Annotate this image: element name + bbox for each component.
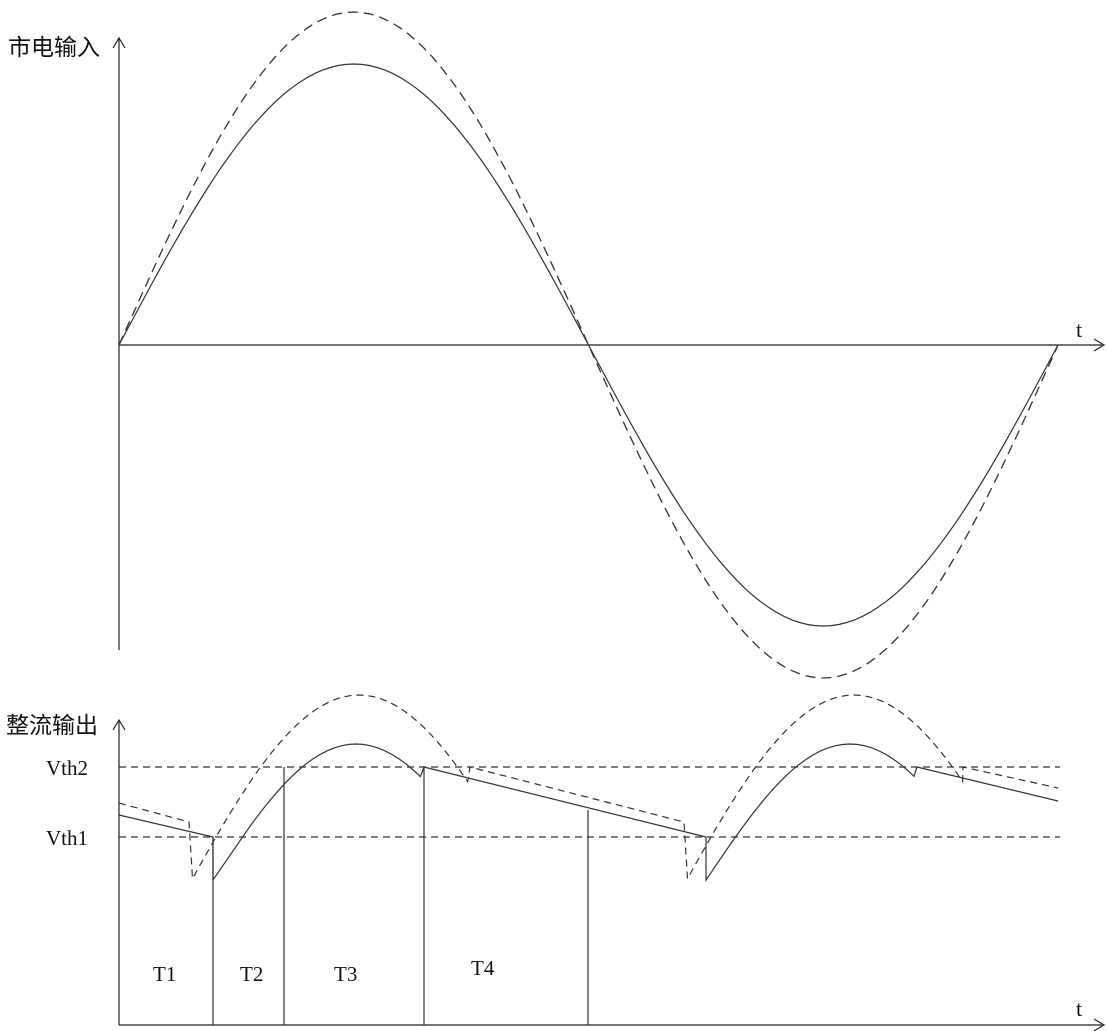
top-x-arrow: [1093, 338, 1106, 352]
bottom-x-label: t: [1076, 996, 1082, 1021]
interval-label-t2: T2: [240, 962, 263, 986]
bottom-y-arrow: [112, 718, 126, 731]
interval-label-t3: T3: [334, 962, 357, 986]
vth1-label: Vth1: [46, 826, 88, 850]
bottom-panel: 整流输出 t Vth2 Vth1 T1 T2 T3 T4: [6, 694, 1106, 1031]
bottom-x-arrow: [1093, 1018, 1106, 1031]
bottom-dashed-envelope: [118, 694, 1059, 881]
interval-label-t1: T1: [153, 962, 176, 986]
top-dashed-sine: [118, 11, 1059, 679]
top-panel: 市电输入 t: [8, 11, 1106, 679]
bottom-y-label: 整流输出: [6, 713, 98, 738]
top-y-arrow: [112, 36, 126, 49]
interval-label-t4: T4: [471, 956, 495, 980]
top-x-label: t: [1076, 317, 1082, 342]
vth2-label: Vth2: [46, 756, 88, 780]
top-y-label: 市电输入: [8, 35, 100, 60]
top-solid-sine: [118, 63, 1059, 627]
bottom-solid-envelope: [118, 743, 1059, 882]
